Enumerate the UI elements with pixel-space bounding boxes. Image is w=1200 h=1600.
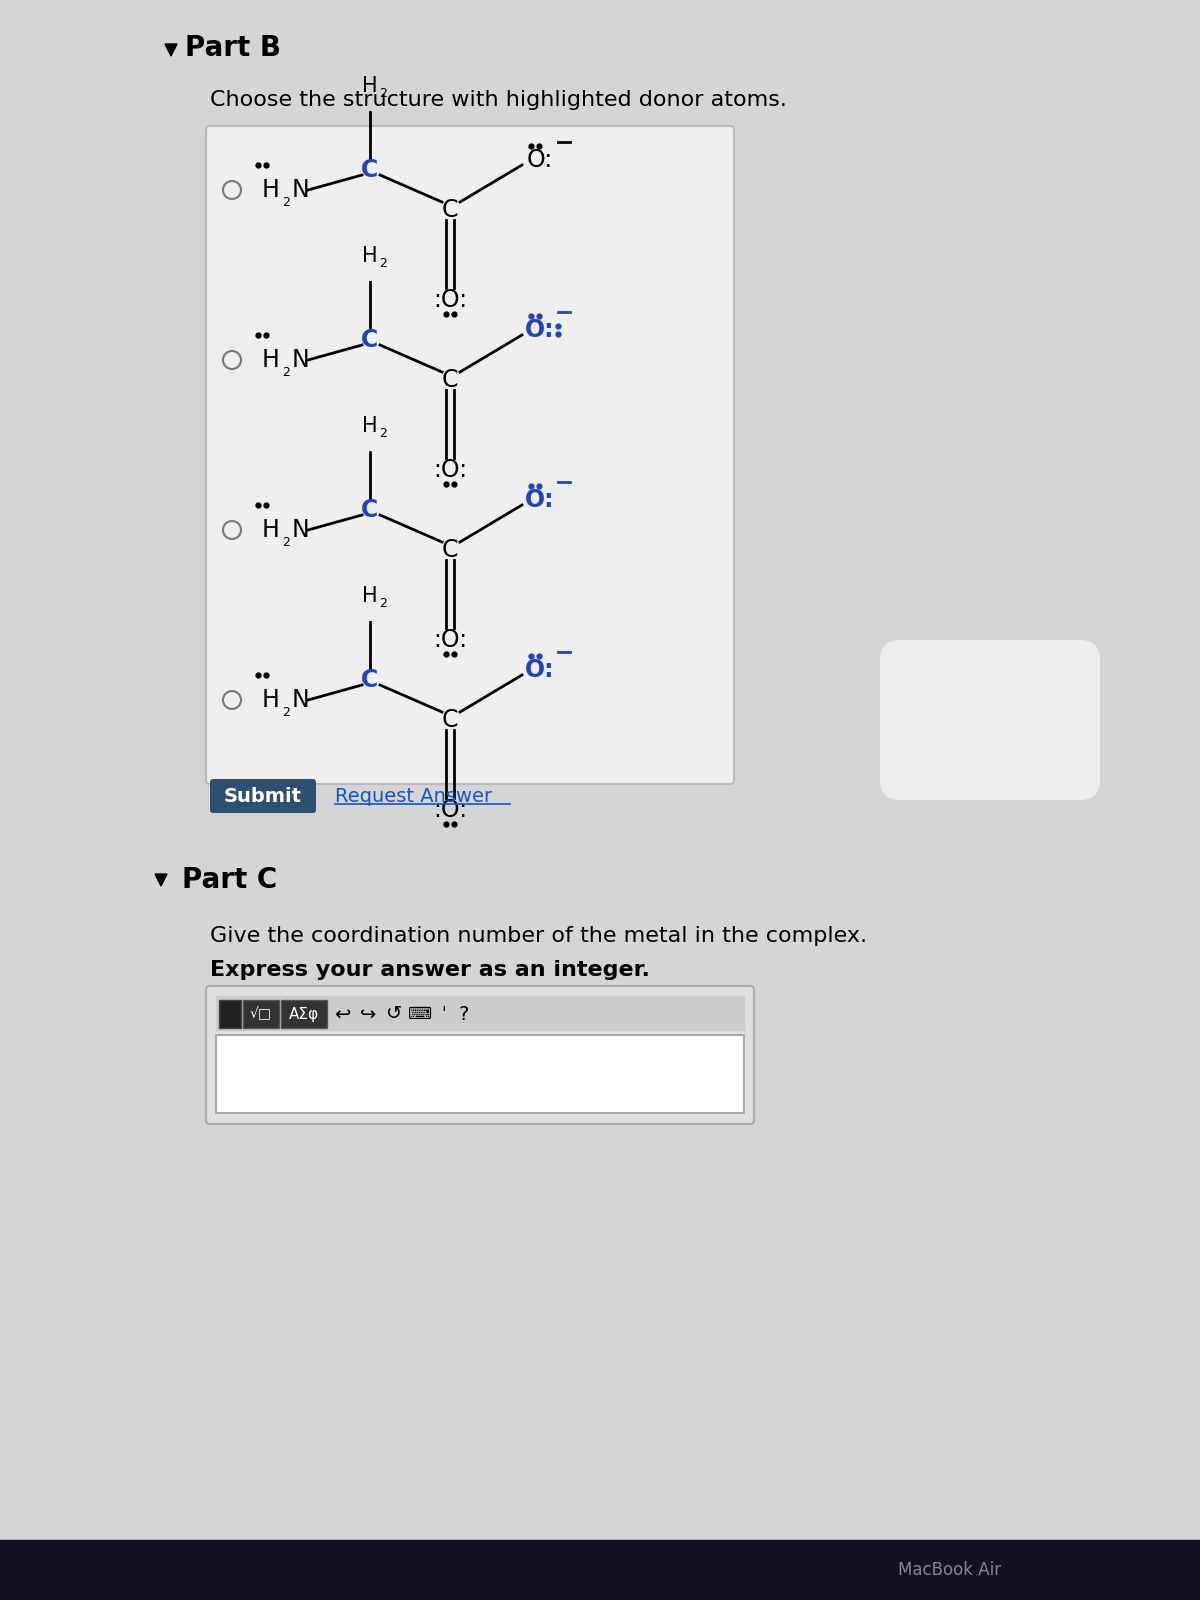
Text: :O:: :O:: [433, 627, 467, 653]
Text: 2: 2: [379, 258, 386, 270]
Text: 2: 2: [282, 706, 290, 718]
FancyBboxPatch shape: [880, 640, 1100, 800]
Text: C: C: [361, 328, 379, 352]
Text: ⌨: ⌨: [408, 1005, 432, 1022]
Text: H: H: [262, 688, 280, 712]
Bar: [216, 1035, 744, 1114]
Text: 2: 2: [379, 86, 386, 99]
Text: ↺: ↺: [386, 1005, 402, 1024]
Text: C: C: [442, 368, 458, 392]
Text: C: C: [361, 158, 379, 182]
Text: Part C: Part C: [182, 866, 277, 894]
Text: :O:: :O:: [433, 288, 467, 312]
Text: H: H: [262, 178, 280, 202]
Text: 2: 2: [282, 195, 290, 210]
Text: N: N: [292, 518, 310, 542]
Text: C: C: [442, 538, 458, 562]
Text: C: C: [361, 669, 379, 691]
Text: N: N: [292, 688, 310, 712]
Text: Request Answer: Request Answer: [335, 787, 492, 805]
Text: AΣφ: AΣφ: [289, 1006, 319, 1021]
Text: √□: √□: [250, 1006, 272, 1021]
FancyBboxPatch shape: [242, 1000, 278, 1029]
FancyBboxPatch shape: [210, 779, 316, 813]
Text: MacBook Air: MacBook Air: [899, 1562, 1002, 1579]
Text: H: H: [362, 586, 378, 606]
FancyBboxPatch shape: [206, 126, 734, 784]
FancyBboxPatch shape: [220, 1000, 241, 1029]
Text: :O:: :O:: [433, 458, 467, 482]
Text: C: C: [442, 198, 458, 222]
Polygon shape: [155, 874, 167, 886]
Text: ↪: ↪: [360, 1005, 376, 1024]
Text: 2: 2: [282, 366, 290, 379]
Text: C: C: [442, 707, 458, 733]
Text: Choose the structure with highlighted donor atoms.: Choose the structure with highlighted do…: [210, 90, 787, 110]
Text: O:: O:: [527, 149, 553, 171]
Polygon shape: [166, 43, 178, 56]
Text: Part B: Part B: [185, 34, 281, 62]
FancyBboxPatch shape: [281, 1000, 326, 1029]
Text: Submit: Submit: [224, 787, 302, 805]
Text: 2: 2: [379, 597, 386, 610]
Text: H: H: [362, 75, 378, 96]
Text: Give the coordination number of the metal in the complex.: Give the coordination number of the meta…: [210, 926, 866, 946]
Text: C: C: [361, 498, 379, 522]
FancyBboxPatch shape: [206, 986, 754, 1123]
Text: H: H: [262, 349, 280, 371]
Text: 2: 2: [282, 536, 290, 549]
Bar: [216, 995, 744, 1030]
Text: O:: O:: [526, 318, 554, 342]
Text: O:: O:: [526, 488, 554, 512]
Text: ': ': [442, 1005, 446, 1022]
Text: ?: ?: [458, 1005, 469, 1024]
Text: Express your answer as an integer.: Express your answer as an integer.: [210, 960, 650, 979]
Text: H: H: [262, 518, 280, 542]
Text: :O:: :O:: [433, 798, 467, 822]
Text: 2: 2: [379, 427, 386, 440]
Text: O:: O:: [526, 658, 554, 682]
Text: H: H: [362, 416, 378, 435]
Text: ↩: ↩: [334, 1005, 350, 1024]
Text: N: N: [292, 178, 310, 202]
Text: N: N: [292, 349, 310, 371]
Text: H: H: [362, 246, 378, 266]
Bar: [0, 1539, 1200, 1600]
